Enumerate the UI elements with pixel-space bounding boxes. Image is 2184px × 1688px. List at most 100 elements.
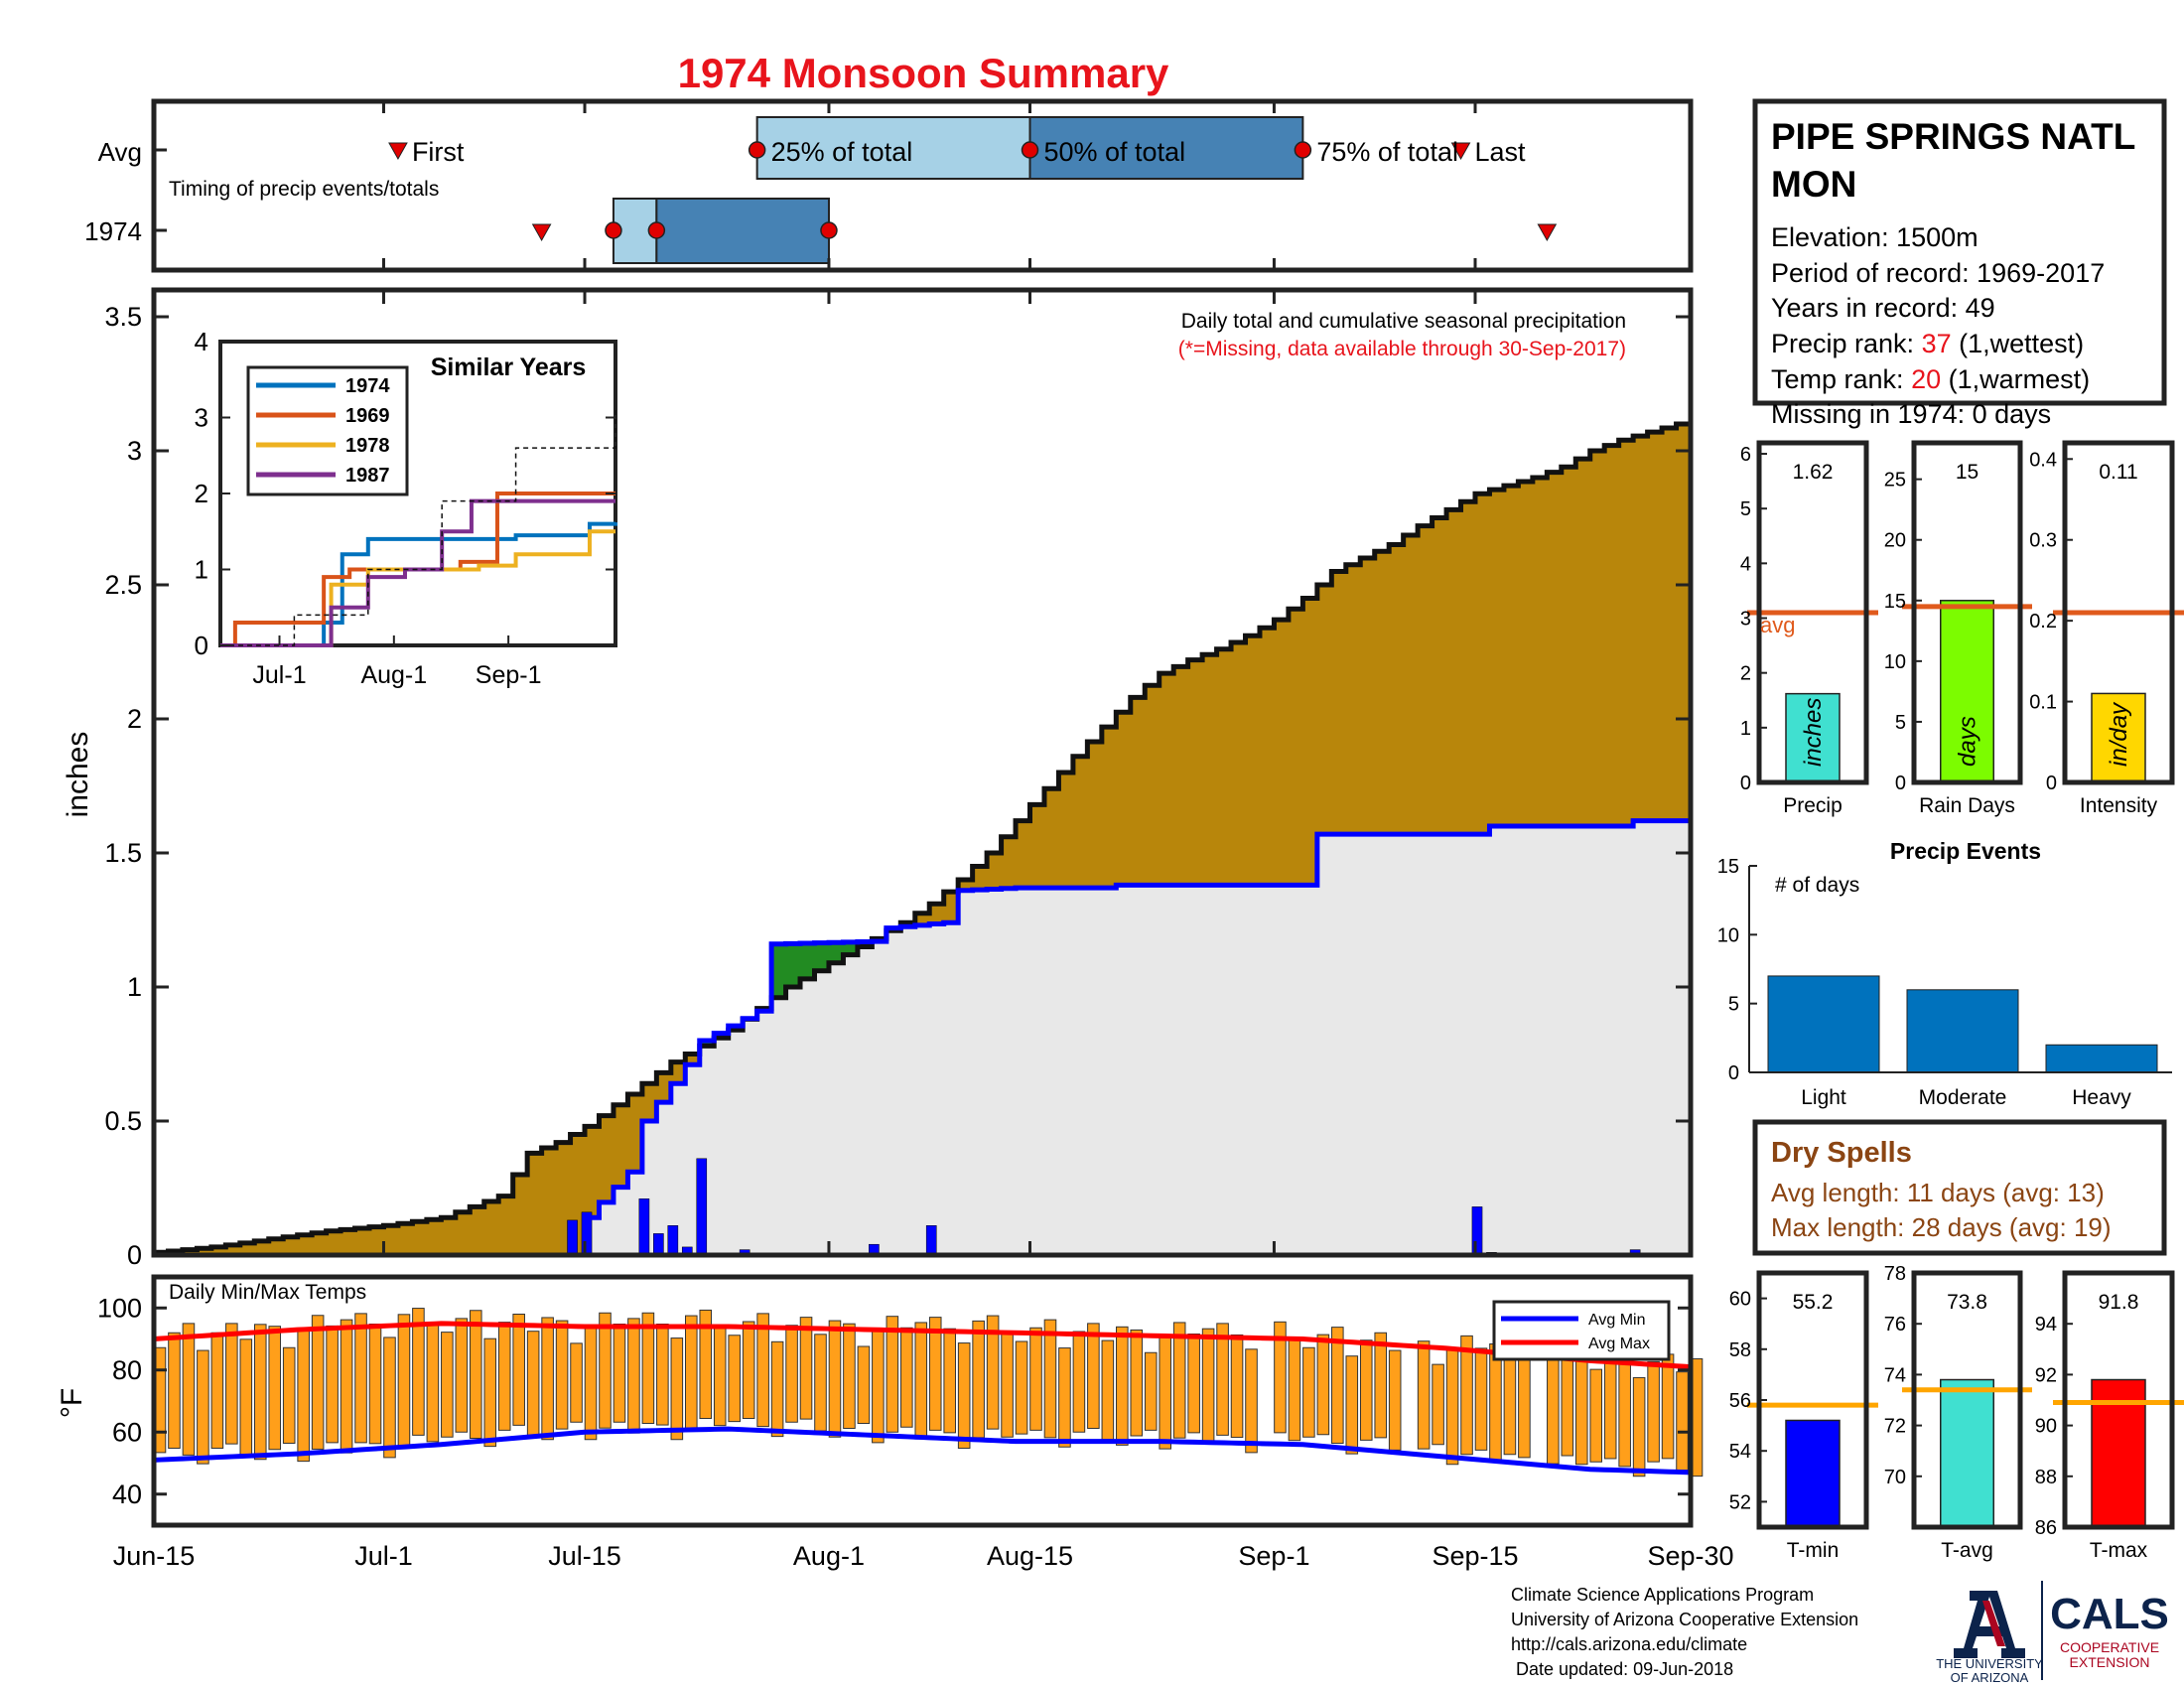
- station-name-line1: PIPE SPRINGS NATL: [1771, 116, 2135, 157]
- daily-temp-bar: [1432, 1363, 1444, 1446]
- inset-legend-label: 1969: [345, 405, 390, 427]
- daily-temp-bar: [1072, 1331, 1086, 1433]
- events-ytick-label: 0: [1728, 1062, 1739, 1084]
- daily-temp-bar: [225, 1323, 238, 1445]
- mini-precip-ytick: 1: [1740, 718, 1751, 740]
- daily-temp-bar: [1101, 1339, 1115, 1441]
- mini-intensity-bar-label: in/day: [2106, 701, 2132, 767]
- daily-temp-bar: [570, 1342, 583, 1423]
- avg-first-marker: [388, 142, 408, 161]
- mini-tmin-ytick: 60: [1729, 1289, 1751, 1311]
- mini-raindays-ytick: 0: [1895, 773, 1906, 794]
- daily-temp-bar: [555, 1320, 569, 1430]
- inset-legend-label: 1978: [345, 435, 390, 457]
- mini-intensity-ytick: 0: [2046, 773, 2057, 794]
- precip-mini-chart: 0 1 2 3 4 5 6 1.62 inches Precip avg: [1740, 440, 1878, 817]
- date-xtick-label: Jun-15: [113, 1541, 196, 1571]
- precip-events-chart: Precip Events Light Moderate Heavy 051015 …: [1717, 838, 2172, 1109]
- avg-50-75-box: [1028, 116, 1304, 180]
- main-note-2: (*=Missing, data available through 30-Se…: [1178, 338, 1626, 360]
- avg-25-50-box: [755, 116, 1031, 180]
- daily-temp-bar: [1489, 1343, 1502, 1464]
- daily-temp-bar: [1547, 1345, 1560, 1465]
- mini-tmax-ytick: 88: [2035, 1467, 2057, 1488]
- main-ytick-label: 2.5: [104, 570, 142, 600]
- daily-temp-bar: [297, 1329, 310, 1463]
- daily-temp-bar: [182, 1323, 196, 1456]
- inset-xtick-label: Sep-1: [476, 661, 542, 689]
- mini-tmin-ytick: 52: [1729, 1491, 1751, 1513]
- daily-temp-bar: [210, 1332, 224, 1449]
- avg-min-line: [153, 1426, 1692, 1476]
- year-first-marker: [531, 223, 552, 242]
- station-years: Years in record: 49: [1771, 293, 1995, 323]
- daily-temp-bar: [627, 1318, 640, 1434]
- inset-ytick-label: 3: [195, 403, 208, 433]
- daily-temp-bar: [1159, 1336, 1171, 1450]
- tmin-mini-chart: 52 54 56 58 60 55.2 T-min: [1729, 1270, 1878, 1562]
- station-info-box: PIPE SPRINGS NATL MON Elevation: 1500m P…: [1752, 98, 2167, 429]
- dry-spells-box: Dry Spells Avg length: 11 days (avg: 13)…: [1752, 1119, 2167, 1256]
- daily-temp-bar: [168, 1332, 181, 1449]
- date-xtick-label: Aug-15: [987, 1541, 1073, 1571]
- temp-ytick-label: 80: [112, 1355, 142, 1385]
- daily-temp-bar: [1144, 1351, 1158, 1431]
- daily-temp-bar: [282, 1346, 296, 1444]
- avg-last-marker: [1450, 142, 1471, 161]
- dry-spells-title: Dry Spells: [1771, 1137, 1912, 1169]
- raindays-mini-chart: 0 5 10 15 20 25 15 days Rain Days: [1884, 440, 2032, 817]
- daily-temp-bar: [483, 1337, 497, 1448]
- daily-temp-bar: [886, 1316, 899, 1433]
- daily-temp-bar: [756, 1313, 769, 1428]
- mini-raindays-ytick: 10: [1884, 651, 1906, 673]
- mini-precip-value: 1.62: [1793, 461, 1834, 484]
- daily-temp-bar: [685, 1315, 698, 1429]
- mini-precip-ytick: 0: [1740, 773, 1751, 794]
- mini-raindays-ytick: 25: [1884, 470, 1906, 492]
- daily-temp-bar: [1230, 1334, 1244, 1439]
- daily-temp-bar: [1331, 1327, 1344, 1444]
- daily-temp-bar: [972, 1320, 985, 1439]
- temp-rank-value: 20: [1911, 364, 1941, 394]
- mini-raindays-bar: [1940, 600, 1994, 783]
- temperature-chart: 40 60 80 100 Daily Min/Max Temps °F Avg Min…: [56, 1274, 1704, 1528]
- ua-text-2: OF ARIZONA: [1951, 1670, 2029, 1685]
- events-category-label: Light: [1801, 1086, 1846, 1109]
- mini-precip-bar-label: inches: [1800, 698, 1827, 767]
- station-temp-rank: Temp rank: 20 (1,warmest): [1771, 364, 2090, 394]
- mini-raindays-value: 15: [1956, 461, 1979, 484]
- mini-precip-label: Precip: [1783, 794, 1843, 817]
- main-ytick-label: 1: [127, 972, 142, 1002]
- daily-temp-bar: [1603, 1355, 1617, 1460]
- station-missing: Missing in 1974: 0 days: [1771, 399, 2051, 429]
- inset-xtick-label: Jul-1: [252, 661, 306, 689]
- avg-25-marker: [748, 141, 766, 159]
- temp-rank-label: Temp rank:: [1771, 364, 1911, 394]
- daily-temp-bar: [426, 1324, 440, 1443]
- inset-title: Similar Years: [431, 353, 587, 381]
- year-25-marker: [605, 221, 622, 239]
- tavg-mini-chart: 70 72 74 76 78 73.8 T-avg: [1884, 1263, 2032, 1562]
- intensity-mini-chart: 0 0.1 0.2 0.3 0.4 0.11 in/day Intensity: [2029, 440, 2184, 817]
- daily-temp-bar: [928, 1317, 942, 1431]
- avg-max-line: [153, 1321, 1692, 1370]
- inset-ytick-label: 4: [195, 327, 208, 356]
- main-ytick-label: 3: [127, 436, 142, 466]
- date-xtick-label: Aug-1: [793, 1541, 865, 1571]
- daily-precip-bar: [696, 1158, 708, 1256]
- precip-rank-note: (1,wettest): [1952, 329, 2085, 358]
- daily-temp-bar: [455, 1318, 469, 1433]
- daily-temp-bar: [1316, 1334, 1330, 1436]
- mini-tmax-value: 91.8: [2099, 1291, 2139, 1314]
- avg-first-label: First: [412, 137, 465, 167]
- timing-avg-label: Avg: [98, 137, 142, 167]
- inset-legend-label: 1987: [345, 465, 390, 487]
- mini-intensity-ytick: 0.1: [2029, 692, 2057, 714]
- daily-temp-bar: [799, 1317, 813, 1420]
- temps-ylabel: °F: [56, 1388, 88, 1418]
- mini-raindays-label: Rain Days: [1919, 794, 2015, 817]
- mini-precip-ytick: 3: [1740, 609, 1751, 631]
- daily-temp-bar: [914, 1322, 928, 1440]
- daily-temp-bar: [340, 1319, 353, 1454]
- avg-50-marker: [1021, 141, 1039, 159]
